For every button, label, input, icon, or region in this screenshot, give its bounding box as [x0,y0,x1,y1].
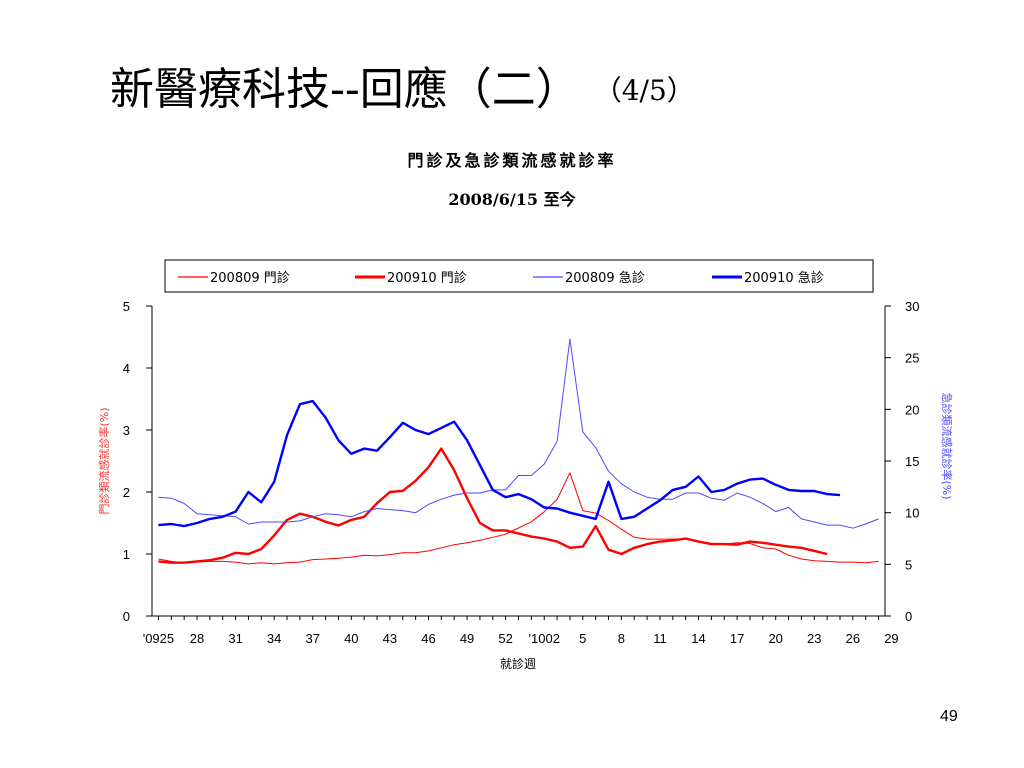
x-tick-label: 34 [267,631,281,646]
x-tick-label: 31 [228,631,242,646]
legend-label: 200809 急診 [565,270,645,286]
series-line [158,399,841,528]
x-tick-label: 52 [498,631,512,646]
x-tick-label: 46 [421,631,435,646]
right-y-tick-label: 25 [905,351,919,366]
x-tick-label: 17 [730,631,744,646]
x-tick-label: 8 [618,631,625,646]
x-tick-label: 28 [190,631,204,646]
legend-box [164,259,874,293]
left-y-tick-label: 0 [123,609,130,624]
left-y-tick-label: 2 [123,485,130,500]
right-y-tick-label: 0 [905,609,912,624]
left-y-tick-label: 4 [123,361,130,376]
x-tick-label: 49 [460,631,474,646]
legend-label: 200809 門診 [210,270,290,286]
slide-title-text: 新醫療科技--回應（二） [110,64,580,115]
x-tick-label: '0925 [143,631,174,646]
left-y-tick-label: 1 [123,547,130,562]
legend-label: 200910 門診 [387,270,467,286]
right-y-tick-label: 15 [905,454,919,469]
chart-subtitle: 2008/6/15 至今 [448,190,576,209]
x-tick-label: 40 [344,631,358,646]
series-line [158,472,879,565]
left-y-tick-label: 5 [123,299,130,314]
slide-title: 新醫療科技--回應（二） （4/5） [110,62,695,119]
chart-title: 門診及急診類流感就診率 [407,151,617,170]
x-tick-label: 14 [691,631,705,646]
legend: 200809 門診 200910 門診 200809 急診 200910 急診 [164,259,874,293]
slide-number: 49 [940,708,958,725]
x-tick-label: 23 [807,631,821,646]
x-tick-label: '1002 [529,631,560,646]
x-tick-label: 29 [884,631,898,646]
right-y-tick-label: 5 [905,557,912,572]
x-tick-label: 5 [579,631,586,646]
left-y-axis-title: 門診類流感就診率(%) [97,407,111,514]
series-line [158,338,879,529]
x-tick-label: 20 [768,631,782,646]
series-line [158,447,828,564]
slide-page-fraction: （4/5） [607,74,695,107]
x-tick-label: 37 [306,631,320,646]
x-tick-label: 26 [846,631,860,646]
x-tick-label: 43 [383,631,397,646]
series-layer [158,338,879,565]
left-y-tick-label: 3 [123,423,130,438]
right-y-axis-title: 急診類流感就診率(%) [940,392,954,499]
legend-label: 200910 急診 [744,270,824,286]
right-y-tick-label: 10 [905,506,919,521]
right-y-tick-label: 20 [905,402,919,417]
x-axis-title: 就診週 [500,656,536,671]
right-y-tick-label: 30 [905,299,919,314]
x-tick-label: 11 [653,631,667,646]
